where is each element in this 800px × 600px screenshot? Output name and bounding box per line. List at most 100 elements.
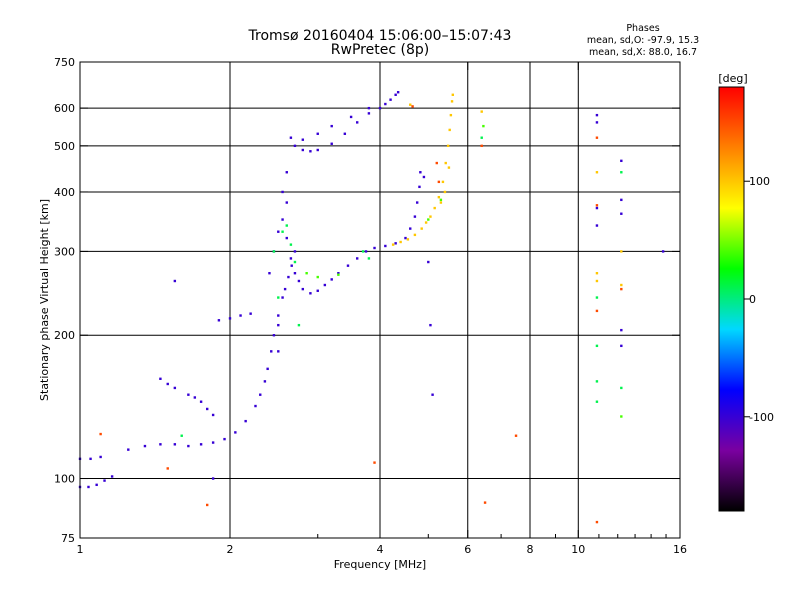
data-point — [187, 444, 190, 448]
data-point — [309, 150, 312, 153]
data-point — [595, 113, 599, 117]
data-point — [418, 185, 421, 189]
data-point — [595, 279, 599, 283]
data-points — [78, 91, 665, 524]
data-point — [595, 400, 599, 403]
data-point — [127, 448, 130, 451]
data-point — [595, 136, 599, 139]
data-point — [427, 218, 430, 221]
x-tick-label: 10 — [571, 543, 585, 556]
data-point — [620, 250, 623, 253]
data-point — [266, 367, 269, 371]
data-point — [293, 144, 297, 148]
data-point — [166, 467, 169, 470]
data-point — [620, 287, 623, 291]
y-tick-label: 75 — [61, 532, 75, 545]
data-point — [429, 215, 432, 218]
data-point — [444, 161, 447, 165]
data-point — [391, 243, 395, 246]
gridlines — [80, 62, 680, 538]
data-point — [420, 227, 423, 230]
data-point — [449, 113, 453, 117]
data-point — [595, 204, 599, 207]
stats-line-o: mean, sd,O: -97.9, 15.3 — [587, 35, 699, 46]
y-tick-label: 200 — [54, 329, 75, 342]
data-point — [355, 257, 359, 260]
data-point — [337, 273, 340, 276]
data-point — [595, 344, 599, 348]
x-axis-label: Frequency [MHz] — [334, 558, 426, 571]
colorbar-tick-label: 100 — [749, 175, 770, 188]
data-point — [330, 124, 333, 128]
data-point — [419, 171, 422, 174]
data-point — [281, 230, 284, 233]
colorbar-tick-label: -100 — [749, 411, 774, 424]
data-point — [223, 437, 226, 441]
data-point — [409, 103, 412, 106]
data-point — [249, 312, 252, 315]
data-point — [244, 419, 247, 423]
chart-subtitle: RwPretec (8p) — [331, 42, 429, 58]
data-point — [99, 455, 102, 459]
data-point — [205, 407, 209, 411]
data-point — [277, 296, 280, 299]
data-point — [89, 457, 92, 461]
data-point — [595, 296, 599, 299]
data-point — [595, 272, 599, 275]
x-tick-label: 16 — [673, 543, 687, 556]
colorbar-ticks: 100 0 -100 — [744, 175, 774, 424]
y-axis-label: Stationary phase Virtual Height [km] — [38, 199, 51, 401]
data-point — [301, 287, 305, 291]
x-tick-label: 1 — [77, 543, 84, 556]
stats-heading: Phases — [626, 23, 659, 34]
data-point — [293, 272, 297, 275]
data-point — [297, 323, 301, 327]
data-point — [205, 503, 209, 507]
data-point — [254, 404, 257, 408]
data-point — [330, 142, 333, 145]
data-point — [406, 238, 410, 241]
data-point — [620, 212, 623, 215]
data-point — [173, 386, 177, 390]
data-point — [441, 180, 445, 184]
data-point — [389, 98, 392, 101]
colorbar: [deg] 100 0 -100 — [718, 72, 774, 512]
data-point — [337, 272, 340, 275]
data-point — [404, 236, 407, 240]
data-point — [199, 443, 203, 446]
data-point — [349, 115, 353, 119]
data-point — [595, 309, 599, 313]
data-point — [234, 431, 237, 434]
data-point — [450, 100, 454, 103]
data-point — [193, 396, 197, 399]
data-point — [281, 218, 284, 221]
data-point — [228, 317, 232, 320]
data-point — [159, 443, 162, 446]
data-point — [661, 250, 665, 253]
x-axis-ticks: 1 2 4 6 8 10 16 — [77, 62, 687, 556]
data-point — [399, 240, 402, 244]
data-point — [384, 102, 387, 106]
x-tick-label: 8 — [527, 543, 534, 556]
data-point — [447, 166, 451, 169]
data-point — [143, 444, 147, 448]
data-point — [217, 319, 221, 322]
colorbar-gradient — [718, 86, 745, 512]
data-point — [270, 350, 273, 353]
data-point — [480, 144, 483, 148]
data-point — [285, 201, 288, 204]
data-point — [277, 323, 280, 327]
data-point — [437, 180, 441, 184]
data-point — [211, 477, 215, 480]
data-point — [289, 243, 293, 246]
y-tick-label: 600 — [54, 102, 75, 115]
x-tick-label: 2 — [227, 543, 234, 556]
data-point — [620, 198, 623, 202]
data-point — [435, 161, 438, 165]
data-point — [289, 136, 293, 139]
data-point — [620, 415, 623, 418]
data-point — [316, 275, 319, 279]
data-point — [620, 283, 623, 287]
data-point — [378, 106, 382, 110]
